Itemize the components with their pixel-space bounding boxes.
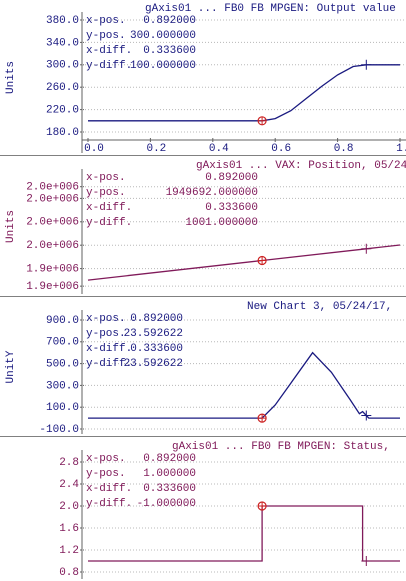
y-tick-label: 2.0e+006 [26,217,79,229]
cursor-start-cross [258,116,267,125]
y-axis-label: Units [5,210,17,243]
panel-title: gAxis01 ... VAX: Position, 05/24/17 [196,160,406,172]
readout-label: x-diff. [86,45,132,57]
cursor-start-cross [258,414,267,423]
x-tick-label: 1.0 [396,143,406,155]
y-tick-label: 1.9e+006 [26,264,79,276]
x-tick-label: 0.6 [271,143,291,155]
y-tick-label: 380.0 [46,15,79,27]
readout-value: 0.892000 [205,172,258,184]
cursor-end [361,556,372,566]
y-axis-label: UnitY [5,350,17,383]
y-tick-label: 340.0 [46,37,79,49]
panel-title: gAxis01 ... FB0 FB MPGEN: Output value [145,3,396,15]
readout-value: -1.000000 [137,498,196,510]
y-tick-label: 220.0 [46,105,79,117]
readout-value: 23.592622 [124,358,183,370]
y-tick-label: 1.9e+006 [26,281,79,293]
readout-value: 0.892000 [143,453,196,465]
readout-value: 23.592622 [124,328,183,340]
y-tick-label: 1.2 [59,545,79,557]
cursor-end [361,410,372,421]
x-tick-label: 0.8 [334,143,354,155]
readout-label: y-pos. [86,328,126,340]
readout-value: 100.000000 [130,60,196,72]
y-tick-label: 2.0e+006 [26,240,79,252]
y-tick-label: 2.0e+006 [26,193,79,205]
x-tick-label: 0.0 [84,143,104,155]
y-tick-label: 300.0 [46,380,79,392]
y-tick-label: 2.0e+006 [26,182,79,194]
y-tick-label: 260.0 [46,82,79,94]
y-tick-label: 500.0 [46,359,79,371]
readout-label: y-pos. [86,187,126,199]
cursor-start-cross [258,502,267,510]
y-tick-label: 2.8 [59,457,79,469]
readout-value: 0.333600 [130,343,183,355]
readout-value: 0.333600 [143,483,196,495]
readout-label: y-diff. [86,217,132,229]
chart-panel: gAxis01 ... VAX: Position, 05/24/17 Units… [0,160,406,297]
chart-panel: gAxis01 ... FB0 FB MPGEN: Status, 2.8 2.4… [59,441,406,579]
y-tick-label: 0.8 [59,567,79,579]
chart-panel: New Chart 3, 05/24/17, UnitY 900.0 700.0 50… [0,301,406,437]
trace-line [87,244,401,281]
readout-label: y-diff. [86,498,132,510]
y-tick-label: -100.0 [39,424,79,436]
readout-label: y-diff. [86,358,132,370]
y-tick-label: 100.0 [46,402,79,414]
panel-title: New Chart 3, 05/24/17, [247,301,392,313]
readout-label: x-diff. [86,483,132,495]
x-tick-label: 0.4 [209,143,229,155]
trace-line [88,64,400,122]
chart-panel: gAxis01 ... FB0 FB MPGEN: Output value Un… [0,3,406,156]
y-tick-label: 180.0 [46,127,79,139]
readout-label: x-diff. [86,202,132,214]
readout-value: 0.333600 [205,202,258,214]
y-tick-label: 300.0 [46,60,79,72]
readout-value: 0.333600 [143,45,196,57]
readout-value: 1949692.000000 [166,187,258,199]
panel-body: New Chart 3, 05/24/17, UnitY 900.0 700.0 50… [5,301,406,436]
y-tick-label: 700.0 [46,337,79,349]
readout-value: 0.892000 [143,15,196,27]
readout-value: 1001.000000 [185,217,258,229]
panel-body: gAxis01 ... FB0 FB MPGEN: Status, 2.8 2.4… [59,441,406,579]
y-tick-label: 1.6 [59,523,79,535]
readout-label: x-pos. [86,453,126,465]
readout-label: x-pos. [86,313,126,325]
readout-value: 1.000000 [143,468,196,480]
readout-label: x-diff. [86,343,132,355]
cursor-end [361,243,372,254]
y-tick-label: 2.4 [59,479,79,491]
x-tick-label: 0.2 [146,143,166,155]
readout-label: y-pos. [86,468,126,480]
panel-title: gAxis01 ... FB0 FB MPGEN: Status, [172,441,390,453]
readout-value: 0.892000 [130,313,183,325]
panel-body: gAxis01 ... VAX: Position, 05/24/17 Units… [5,160,406,294]
readout-label: x-pos. [86,172,126,184]
y-tick-label: 2.0 [59,501,79,513]
readout-label: y-diff. [86,60,132,72]
y-axis-label: Units [5,61,17,94]
cursor-end [361,59,372,70]
readout-label: x-pos. [86,15,126,27]
panel-body: gAxis01 ... FB0 FB MPGEN: Output value Un… [5,3,406,155]
readout-label: y-pos. [86,30,126,42]
y-tick-label: 900.0 [46,315,79,327]
cursor-start-cross [258,256,267,265]
readout-value: 300.000000 [130,30,196,42]
